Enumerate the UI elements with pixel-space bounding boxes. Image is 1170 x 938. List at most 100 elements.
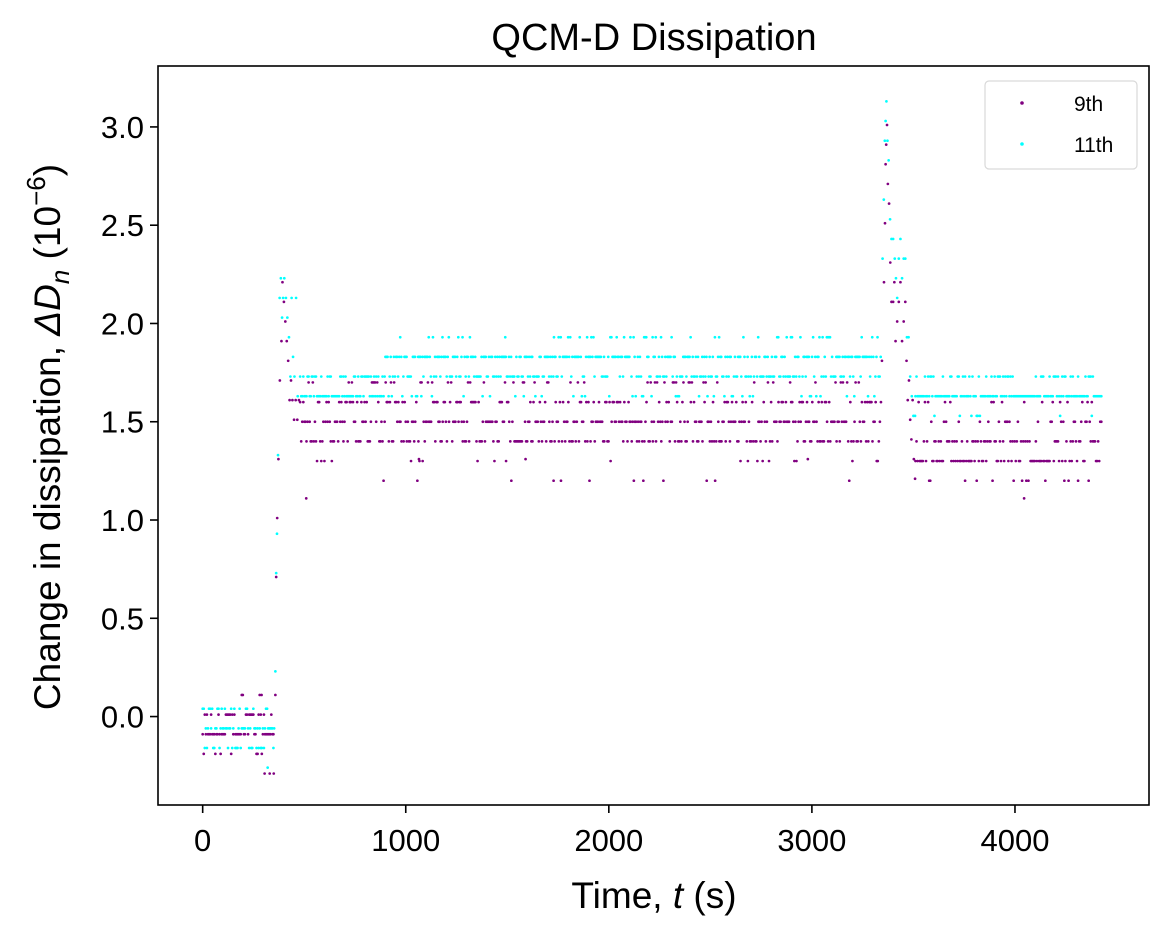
data-point-11th xyxy=(255,746,258,750)
data-point-9th xyxy=(640,440,644,443)
x-axis-title-suffix: (s) xyxy=(683,875,736,916)
data-point-9th xyxy=(857,381,861,384)
data-point-9th xyxy=(223,732,227,736)
data-point-9th xyxy=(865,400,869,404)
data-point-9th xyxy=(776,440,779,443)
data-point-11th xyxy=(690,375,694,378)
data-point-11th xyxy=(1001,375,1005,378)
data-point-9th xyxy=(662,479,665,483)
data-point-11th xyxy=(659,335,663,339)
data-point-9th xyxy=(643,440,646,443)
data-point-11th xyxy=(1090,414,1094,418)
data-point-11th xyxy=(752,375,756,378)
data-point-9th xyxy=(586,440,589,443)
data-point-11th xyxy=(998,375,1002,378)
data-point-11th xyxy=(420,394,423,398)
data-point-11th xyxy=(356,375,360,378)
data-point-11th xyxy=(947,394,951,398)
data-point-9th xyxy=(576,381,580,384)
data-point-9th xyxy=(1059,420,1063,424)
y-axis-title-unit-close: ) xyxy=(27,164,68,176)
data-point-11th xyxy=(756,335,760,339)
data-point-11th xyxy=(413,355,417,359)
data-point-9th xyxy=(670,420,674,424)
data-point-11th xyxy=(887,158,891,162)
data-point-11th xyxy=(568,335,572,339)
data-point-11th xyxy=(217,707,220,711)
data-point-9th xyxy=(330,459,334,463)
data-point-9th xyxy=(1075,459,1079,463)
data-point-9th xyxy=(864,440,868,443)
data-point-9th xyxy=(652,420,656,424)
data-point-9th xyxy=(911,398,914,402)
data-point-9th xyxy=(902,320,906,323)
data-point-11th xyxy=(454,375,458,378)
data-point-9th xyxy=(502,420,506,424)
data-point-9th xyxy=(444,420,448,424)
data-point-11th xyxy=(585,335,589,339)
data-point-9th xyxy=(481,420,485,424)
data-point-9th xyxy=(1023,440,1027,443)
data-point-9th xyxy=(1052,459,1056,463)
data-point-11th xyxy=(437,355,441,359)
data-point-11th xyxy=(532,375,536,378)
data-point-9th xyxy=(468,381,472,384)
y-tick-label: 2.5 xyxy=(101,208,144,243)
data-point-11th xyxy=(492,375,496,378)
data-point-11th xyxy=(591,355,594,359)
data-point-9th xyxy=(429,420,433,424)
data-point-9th xyxy=(1071,440,1075,443)
data-point-11th xyxy=(1076,375,1080,378)
data-point-9th xyxy=(300,420,304,424)
data-point-11th xyxy=(455,355,459,359)
data-point-9th xyxy=(411,420,415,424)
data-point-9th xyxy=(467,440,471,443)
data-point-11th xyxy=(230,746,234,750)
data-point-11th xyxy=(860,335,864,339)
data-point-9th xyxy=(835,440,838,443)
data-point-11th xyxy=(670,335,673,339)
data-point-9th xyxy=(551,420,554,424)
data-point-11th xyxy=(900,276,904,280)
data-point-9th xyxy=(696,440,700,443)
data-point-11th xyxy=(899,237,902,241)
data-point-11th xyxy=(484,355,488,359)
data-point-9th xyxy=(1070,459,1074,463)
data-point-11th xyxy=(828,335,832,339)
data-point-9th xyxy=(297,398,301,402)
data-point-11th xyxy=(550,355,554,359)
data-point-9th xyxy=(288,398,291,402)
data-point-11th xyxy=(496,355,499,359)
data-point-9th xyxy=(1086,400,1089,404)
data-point-11th xyxy=(794,375,798,378)
data-point-11th xyxy=(869,355,873,359)
data-point-9th xyxy=(765,420,769,424)
data-point-11th xyxy=(656,375,660,378)
data-point-9th xyxy=(465,420,469,424)
data-point-11th xyxy=(882,198,886,201)
data-point-11th xyxy=(708,355,711,359)
data-point-11th xyxy=(644,335,648,339)
data-point-9th xyxy=(363,400,366,404)
data-point-11th xyxy=(766,355,770,359)
data-point-9th xyxy=(345,400,348,404)
data-point-9th xyxy=(395,420,399,424)
data-point-9th xyxy=(280,339,283,343)
data-point-9th xyxy=(610,420,614,424)
data-point-9th xyxy=(298,400,302,404)
data-point-9th xyxy=(894,339,897,343)
data-point-9th xyxy=(767,459,771,463)
data-point-9th xyxy=(254,732,257,736)
data-point-9th xyxy=(924,459,928,463)
data-point-9th xyxy=(325,400,328,404)
data-point-11th xyxy=(685,375,688,378)
data-point-9th xyxy=(559,479,563,483)
data-point-9th xyxy=(1040,400,1044,404)
data-point-9th xyxy=(1087,479,1090,483)
data-point-11th xyxy=(276,453,280,457)
data-point-11th xyxy=(803,355,807,359)
data-point-9th xyxy=(900,339,904,343)
data-point-9th xyxy=(440,440,443,443)
data-point-9th xyxy=(394,400,398,404)
